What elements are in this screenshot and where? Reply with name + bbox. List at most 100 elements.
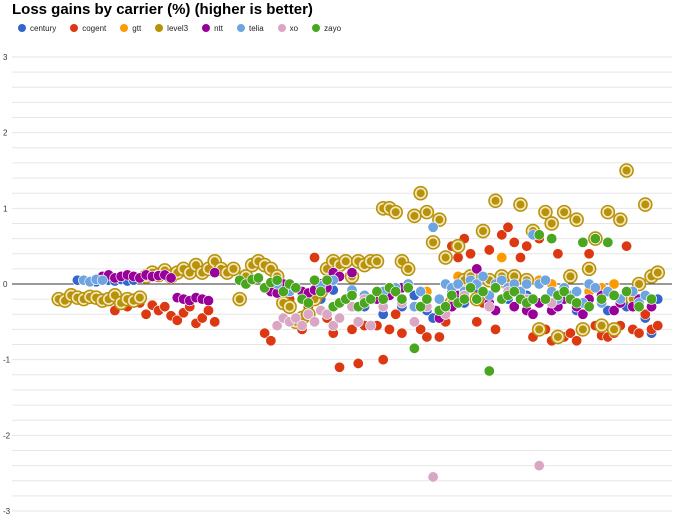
point-gtt[interactable] [496, 252, 508, 264]
point-ntt[interactable] [471, 263, 483, 275]
point-zayo[interactable] [583, 301, 595, 313]
point-ntt[interactable] [527, 308, 539, 320]
legend-item-zayo[interactable]: zayo [312, 24, 341, 33]
point-telia[interactable] [427, 221, 439, 233]
point-ntt[interactable] [608, 304, 620, 316]
legend-item-cogent[interactable]: cogent [70, 24, 106, 33]
point-gtt[interactable] [608, 278, 620, 290]
point-telia[interactable] [415, 286, 427, 298]
point-cogent[interactable] [552, 248, 564, 260]
point-zayo[interactable] [271, 274, 283, 286]
point-cogent[interactable] [433, 331, 445, 343]
point-xo[interactable] [309, 316, 321, 328]
point-xo[interactable] [302, 308, 314, 320]
legend-item-xo[interactable]: xo [277, 24, 298, 33]
point-zayo[interactable] [558, 286, 570, 298]
point-cogent[interactable] [159, 301, 171, 313]
point-zayo[interactable] [408, 342, 420, 354]
legend-item-gtt[interactable]: gtt [120, 24, 141, 33]
point-xo[interactable] [321, 308, 333, 320]
point-telia[interactable] [571, 286, 583, 298]
point-zayo[interactable] [646, 293, 658, 305]
point-telia[interactable] [589, 282, 601, 294]
point-zayo[interactable] [402, 282, 414, 294]
point-ntt[interactable] [508, 301, 520, 313]
point-zayo[interactable] [277, 286, 289, 298]
point-zayo[interactable] [421, 293, 433, 305]
point-telia[interactable] [496, 274, 508, 286]
point-telia[interactable] [521, 278, 533, 290]
point-xo[interactable] [408, 316, 420, 328]
point-cogent[interactable] [202, 304, 214, 316]
point-ntt[interactable] [202, 295, 214, 307]
point-cogent[interactable] [508, 236, 520, 248]
point-xo[interactable] [352, 316, 364, 328]
point-zayo[interactable] [371, 286, 383, 298]
point-cogent[interactable] [171, 314, 183, 326]
point-zayo[interactable] [446, 289, 458, 301]
point-zayo[interactable] [390, 286, 402, 298]
point-cogent[interactable] [140, 308, 152, 320]
point-zayo[interactable] [465, 282, 477, 294]
point-cogent[interactable] [583, 248, 595, 260]
point-cogent[interactable] [652, 320, 664, 332]
point-telia[interactable] [539, 274, 551, 286]
point-cogent[interactable] [196, 312, 208, 324]
point-ntt[interactable] [577, 308, 589, 320]
point-zayo[interactable] [321, 274, 333, 286]
point-zayo[interactable] [315, 286, 327, 298]
point-zayo[interactable] [546, 233, 558, 245]
legend-item-telia[interactable]: telia [236, 24, 264, 33]
point-cogent[interactable] [490, 323, 502, 335]
point-zayo[interactable] [596, 293, 608, 305]
point-xo[interactable] [533, 460, 545, 472]
point-cogent[interactable] [209, 316, 221, 328]
point-cogent[interactable] [352, 357, 364, 369]
point-zayo[interactable] [440, 301, 452, 313]
point-cogent[interactable] [346, 323, 358, 335]
legend-item-ntt[interactable]: ntt [202, 24, 223, 33]
point-cogent[interactable] [452, 252, 464, 264]
point-cogent[interactable] [502, 221, 514, 233]
point-zayo[interactable] [571, 297, 583, 309]
point-telia[interactable] [452, 278, 464, 290]
point-cogent[interactable] [514, 252, 526, 264]
point-cogent[interactable] [383, 323, 395, 335]
point-cogent[interactable] [633, 327, 645, 339]
point-zayo[interactable] [533, 229, 545, 241]
point-cogent[interactable] [421, 331, 433, 343]
point-telia[interactable] [96, 274, 108, 286]
point-cogent[interactable] [471, 316, 483, 328]
point-cogent[interactable] [259, 327, 271, 339]
point-xo[interactable] [427, 471, 439, 483]
point-xo[interactable] [271, 320, 283, 332]
point-xo[interactable] [327, 320, 339, 332]
point-ntt[interactable] [346, 267, 358, 279]
point-xo[interactable] [290, 312, 302, 324]
point-zayo[interactable] [633, 301, 645, 313]
point-cogent[interactable] [390, 308, 402, 320]
point-cogent[interactable] [521, 240, 533, 252]
point-zayo[interactable] [252, 272, 264, 284]
point-cogent[interactable] [639, 308, 651, 320]
point-xo[interactable] [334, 312, 346, 324]
point-zayo[interactable] [483, 365, 495, 377]
point-xo[interactable] [296, 320, 308, 332]
point-cogent[interactable] [571, 335, 583, 347]
point-telia[interactable] [433, 293, 445, 305]
legend-item-level3[interactable]: level3 [155, 24, 188, 33]
point-zayo[interactable] [589, 233, 601, 245]
point-zayo[interactable] [377, 293, 389, 305]
point-zayo[interactable] [539, 293, 551, 305]
point-zayo[interactable] [365, 293, 377, 305]
point-zayo[interactable] [302, 297, 314, 309]
point-zayo[interactable] [527, 293, 539, 305]
point-zayo[interactable] [415, 301, 427, 313]
point-zayo[interactable] [602, 236, 614, 248]
point-xo[interactable] [483, 301, 495, 313]
point-cogent[interactable] [334, 361, 346, 373]
point-zayo[interactable] [508, 286, 520, 298]
point-zayo[interactable] [477, 286, 489, 298]
point-cogent[interactable] [483, 244, 495, 256]
point-zayo[interactable] [309, 274, 321, 286]
